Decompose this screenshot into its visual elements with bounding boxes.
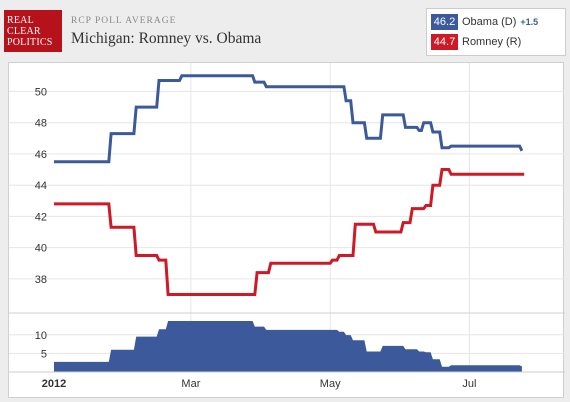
- obama-series-line: [54, 74, 524, 164]
- chart-supertitle: RCP POLL AVERAGE: [71, 16, 177, 26]
- logo-line-1: REAL: [7, 14, 34, 26]
- legend-value-romney: 44.7: [431, 34, 458, 50]
- logo-line-3: POLITICS: [7, 36, 53, 48]
- legend-item-romney: 44.7 Romney (R): [431, 34, 521, 50]
- y-tick-label: 10: [35, 330, 47, 342]
- spread-area: [54, 321, 522, 372]
- y-tick-label: 48: [35, 118, 47, 130]
- y-tick-label: 42: [35, 211, 47, 223]
- y-tick-label: 40: [35, 243, 47, 255]
- logo-line-2: CLEAR: [7, 25, 41, 37]
- y-tick-label: 38: [35, 274, 47, 286]
- rcp-logo[interactable]: REAL CLEAR POLITICS: [4, 10, 62, 52]
- y-tick-label: 46: [35, 149, 47, 161]
- legend-value-obama: 46.2: [431, 14, 458, 30]
- y-tick-label: 44: [35, 180, 47, 192]
- legend: 46.2 Obama (D) +1.5 44.7 Romney (R): [426, 8, 566, 56]
- legend-item-obama: 46.2 Obama (D) +1.5: [431, 14, 538, 30]
- y-tick-label: 5: [41, 348, 47, 360]
- y-tick-label: 50: [35, 86, 47, 98]
- x-tick-label: Jul: [462, 378, 476, 390]
- chart-header: REAL CLEAR POLITICS RCP POLL AVERAGE Mic…: [0, 0, 570, 58]
- x-tick-label: 2012: [42, 378, 66, 390]
- x-tick-label: May: [320, 378, 341, 390]
- legend-label-obama: Obama (D): [462, 16, 517, 28]
- legend-spread: +1.5: [520, 17, 539, 27]
- chart-canvas: 38 40 42 44 46 48 50 5 10 2012 Mar May Jul: [9, 63, 565, 390]
- chart-title: Michigan: Romney vs. Obama: [71, 30, 262, 47]
- legend-label-romney: Romney (R): [462, 36, 522, 48]
- plot-area: 38 40 42 44 46 48 50 5 10 2012 Mar May Jul: [8, 62, 565, 398]
- romney-series-line: [54, 168, 525, 296]
- x-tick-label: Mar: [181, 378, 200, 390]
